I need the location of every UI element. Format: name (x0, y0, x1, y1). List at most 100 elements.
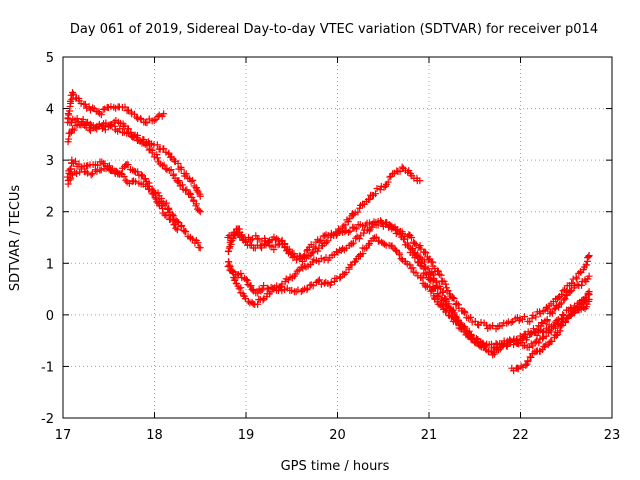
data-point (573, 281, 581, 289)
data-point (365, 241, 373, 249)
data-point (242, 237, 250, 245)
data-point (68, 156, 76, 164)
data-point (89, 104, 97, 112)
data-point (174, 159, 182, 167)
data-point (416, 242, 424, 250)
data-point (489, 322, 497, 330)
data-point (490, 350, 498, 358)
data-point (543, 316, 551, 324)
data-point (578, 281, 586, 289)
data-point (372, 233, 380, 241)
data-point (192, 200, 200, 208)
data-point (366, 195, 374, 203)
data-point (244, 297, 252, 305)
data-point (566, 288, 574, 296)
data-point (560, 296, 568, 304)
data-point (73, 170, 81, 178)
data-point (229, 268, 237, 276)
data-point (396, 167, 404, 175)
data-point (561, 295, 569, 303)
data-point (247, 236, 255, 244)
data-point (259, 296, 267, 304)
y-tick-label: 0 (46, 309, 54, 324)
series-track-5 (64, 162, 181, 234)
data-point (230, 273, 238, 281)
data-point (449, 293, 457, 301)
data-point (108, 167, 116, 175)
data-point (162, 199, 170, 207)
data-point (247, 282, 255, 290)
data-point (468, 318, 476, 326)
data-point (227, 240, 235, 248)
data-point (133, 131, 141, 139)
data-point (97, 111, 105, 119)
data-point (507, 319, 515, 327)
data-point (548, 337, 556, 345)
data-point (119, 123, 127, 131)
data-point (173, 226, 181, 234)
data-point (101, 126, 109, 134)
data-point (584, 291, 592, 299)
data-point (105, 162, 113, 170)
data-point (69, 90, 77, 98)
data-point (132, 178, 140, 186)
data-point (531, 338, 539, 346)
data-point (515, 317, 523, 325)
data-point (442, 280, 450, 288)
data-point (322, 238, 330, 246)
data-point (421, 248, 429, 256)
data-point (229, 235, 237, 243)
data-point (346, 227, 354, 235)
data-point (269, 285, 277, 293)
data-point (422, 249, 430, 257)
data-point (408, 234, 416, 242)
axis-ticks (62, 56, 613, 419)
data-point (260, 240, 268, 248)
y-tick-label: 5 (46, 51, 54, 66)
data-point (260, 282, 268, 290)
data-point (391, 246, 399, 254)
data-point (81, 100, 89, 108)
data-point (177, 165, 185, 173)
y-tick-label: -2 (41, 412, 54, 427)
data-point (228, 267, 236, 275)
x-tick-label: 20 (329, 428, 346, 443)
data-point (148, 149, 156, 157)
data-point (106, 122, 114, 130)
data-point (183, 186, 191, 194)
data-point (396, 251, 404, 259)
data-point (258, 244, 266, 252)
data-point (341, 221, 349, 229)
data-point (461, 309, 469, 317)
data-point (314, 247, 322, 255)
data-point (577, 301, 585, 309)
data-point (557, 323, 565, 331)
data-point (428, 287, 436, 295)
data-point (137, 171, 145, 179)
data-point (369, 235, 377, 243)
data-point (344, 228, 352, 236)
x-axis-label: GPS time / hours (281, 459, 390, 474)
y-tick-label: 2 (46, 206, 54, 221)
series-track-9 (224, 233, 593, 356)
data-point (525, 343, 533, 351)
data-point (414, 252, 422, 260)
data-point (582, 296, 590, 304)
data-point (344, 218, 352, 226)
data-point (160, 145, 168, 153)
x-tick-label: 23 (604, 428, 621, 443)
data-point (520, 313, 528, 321)
data-point (153, 151, 161, 159)
data-point (467, 331, 475, 339)
data-point (384, 178, 392, 186)
data-point (175, 177, 183, 185)
data-point (507, 337, 515, 345)
data-point (121, 103, 129, 111)
data-point (526, 318, 534, 326)
data-point (452, 312, 460, 320)
data-point (120, 172, 128, 180)
data-point (562, 317, 569, 325)
data-point (345, 265, 353, 273)
data-point (178, 181, 186, 189)
